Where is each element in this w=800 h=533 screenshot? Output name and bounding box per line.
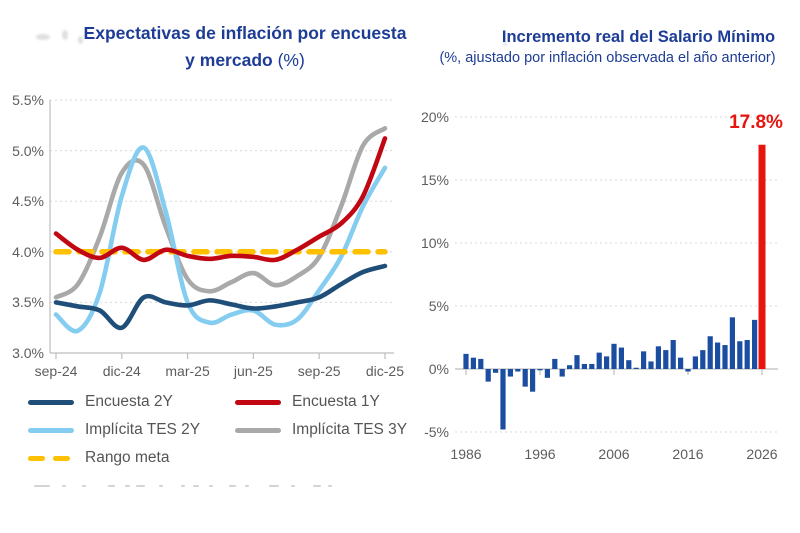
bar: [589, 363, 595, 369]
bar: [641, 351, 647, 369]
bar: [737, 341, 743, 369]
bar: [463, 353, 469, 369]
right-chart-title-block: Incremento real del Salario Mínimo (%, a…: [415, 28, 800, 66]
bar: [752, 319, 758, 369]
bar: [470, 357, 476, 369]
bar: [729, 317, 735, 369]
bar: [685, 369, 691, 372]
left-chart-title-unit: (%): [277, 50, 305, 71]
bar: [537, 369, 543, 371]
line-encuesta-2y: [53, 263, 388, 331]
legend-swatch: [28, 399, 74, 405]
bar: [655, 346, 661, 369]
legend-label: Implícita TES 2Y: [85, 421, 201, 438]
bar: [722, 345, 728, 369]
bar: [611, 343, 617, 369]
bars: [463, 144, 766, 430]
bar: [507, 369, 513, 377]
highlight-bar: [758, 144, 766, 369]
bar: [567, 365, 573, 369]
smudge-artifact: [36, 34, 50, 40]
bar: [478, 358, 484, 369]
legend-label: Rango meta: [85, 449, 170, 466]
right-chart-subtitle: (%, ajustado por inflación observada el …: [439, 50, 776, 66]
legend-item-implícita-tes-2y: Implícita TES 2Y: [28, 419, 235, 441]
right-chart-title: Incremento real del Salario Mínimo: [501, 28, 776, 46]
bar: [559, 369, 565, 377]
bar: [515, 369, 521, 372]
bar: [648, 361, 654, 369]
bar: [552, 358, 558, 369]
bar: [604, 356, 610, 369]
bar: [692, 356, 698, 369]
bar: [485, 369, 491, 382]
bar: [530, 369, 536, 392]
bar: [493, 369, 499, 373]
smudge-artifact: [62, 30, 68, 40]
smudge-artifact: [503, 42, 507, 46]
legend-swatch: [28, 427, 74, 433]
legend: Encuesta 2Y Encuesta 1Y Implícita TES 2Y Im…: [28, 391, 440, 469]
line-implícita-tes-2y: [53, 145, 388, 334]
bar: [618, 347, 624, 369]
faded-source-line: [34, 484, 332, 488]
line-encuesta-1y: [53, 136, 388, 263]
left-chart-title-line1: Expectativas de inflación por encuesta: [83, 23, 407, 43]
bar: [678, 357, 684, 369]
bar: [522, 369, 528, 387]
smudge-artifact: [78, 36, 83, 44]
bar: [626, 360, 632, 369]
bar: [544, 369, 550, 378]
legend-item-rango-meta: Rango meta: [28, 447, 235, 469]
legend-item-encuesta-1y: Encuesta 1Y: [235, 391, 440, 413]
legend-item-implícita-tes-3y: Implícita TES 3Y: [235, 419, 440, 441]
legend-swatch: [28, 455, 74, 461]
bar: [633, 367, 639, 369]
legend-swatch: [235, 427, 281, 433]
legend-label: Encuesta 2Y: [85, 393, 173, 410]
legend-label: Encuesta 1Y: [292, 393, 380, 410]
bar: [715, 342, 721, 369]
bar: [574, 355, 580, 369]
bar: [663, 350, 669, 369]
bar: [670, 340, 676, 369]
bar: [581, 363, 587, 369]
bar: [744, 340, 750, 369]
left-chart-title: Expectativas de inflación por encuesta y…: [45, 20, 445, 74]
bar: [500, 369, 506, 430]
bar: [700, 350, 706, 369]
highlight-value-label: 17.8%: [729, 112, 783, 133]
left-series-lines: [53, 126, 388, 334]
bar: [707, 336, 713, 369]
legend-label: Implícita TES 3Y: [292, 421, 408, 438]
legend-swatch: [235, 399, 281, 405]
left-chart-title-line2: y mercado: [185, 50, 273, 71]
bar: [596, 352, 602, 369]
legend-item-encuesta-2y: Encuesta 2Y: [28, 391, 235, 413]
right-gridlines: [455, 116, 778, 433]
